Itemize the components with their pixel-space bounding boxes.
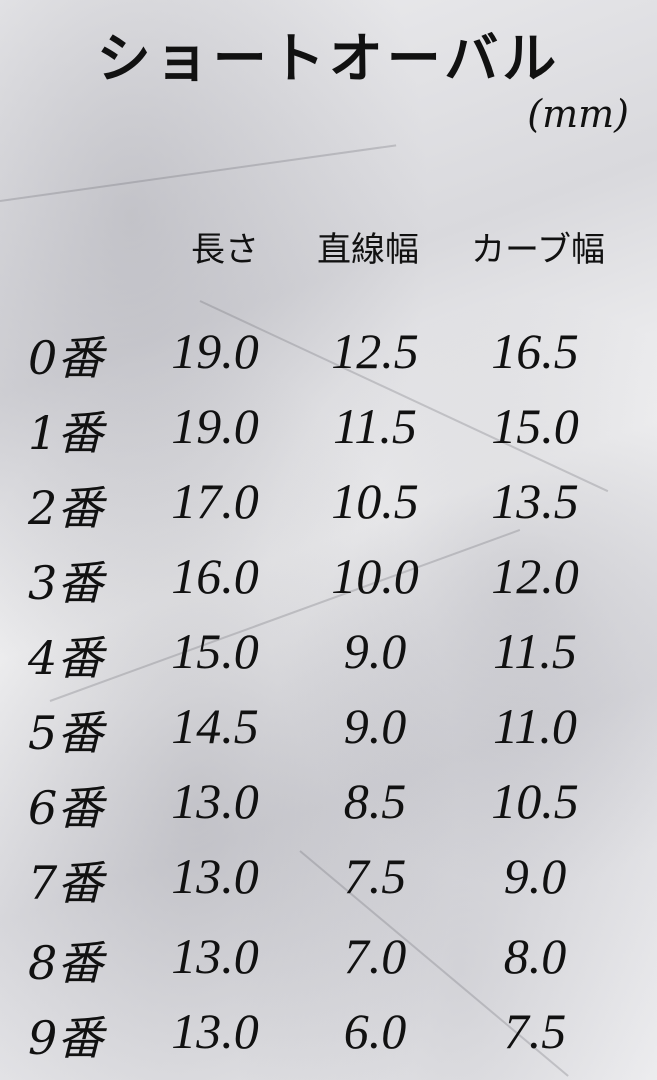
- straight-width-value: 7.0: [343, 928, 407, 984]
- header-straight-width: 直線幅: [317, 230, 419, 270]
- curve-width-value: 8.0: [503, 928, 567, 984]
- straight-width-value: 10.5: [331, 473, 419, 529]
- straight-width-value: 7.5: [343, 848, 407, 904]
- table-row: 7番 13.0 7.5 9.0: [0, 847, 657, 922]
- curve-width-value: 10.5: [491, 773, 579, 829]
- length-value: 19.0: [171, 398, 259, 454]
- size-label: 4番: [28, 631, 104, 685]
- table-row: 5番 14.5 9.0 11.0: [0, 697, 657, 772]
- marble-vein: [0, 144, 397, 202]
- table-row: 3番 16.0 10.0 12.0: [0, 547, 657, 622]
- size-label: 2番: [28, 481, 104, 535]
- straight-width-value: 12.5: [331, 323, 419, 379]
- table-row: 6番 13.0 8.5 10.5: [0, 772, 657, 847]
- straight-width-value: 9.0: [343, 698, 407, 754]
- straight-width-value: 9.0: [343, 623, 407, 679]
- length-value: 17.0: [171, 473, 259, 529]
- table-row: 0番 19.0 12.5 16.5: [0, 322, 657, 397]
- straight-width-value: 10.0: [331, 548, 419, 604]
- length-value: 13.0: [171, 928, 259, 984]
- unit-label: (mm): [527, 92, 629, 136]
- curve-width-value: 11.0: [493, 698, 577, 754]
- curve-width-value: 15.0: [491, 398, 579, 454]
- table-row: 2番 17.0 10.5 13.5: [0, 472, 657, 547]
- table-row: 1番 19.0 11.5 15.0: [0, 397, 657, 472]
- length-value: 14.5: [171, 698, 259, 754]
- header-length: 長さ: [191, 230, 259, 270]
- size-label: 8番: [28, 936, 104, 990]
- size-label: 9番: [28, 1011, 104, 1065]
- length-value: 15.0: [171, 623, 259, 679]
- size-label: 0番: [28, 331, 104, 385]
- table-row: 4番 15.0 9.0 11.5: [0, 622, 657, 697]
- curve-width-value: 16.5: [491, 323, 579, 379]
- length-value: 13.0: [171, 1003, 259, 1059]
- curve-width-value: 12.0: [491, 548, 579, 604]
- length-value: 19.0: [171, 323, 259, 379]
- table-row: 9番 13.0 6.0 7.5: [0, 1002, 657, 1077]
- table-row: 8番 13.0 7.0 8.0: [0, 927, 657, 1002]
- curve-width-value: 9.0: [503, 848, 567, 904]
- length-value: 16.0: [171, 548, 259, 604]
- length-value: 13.0: [171, 848, 259, 904]
- size-label: 6番: [28, 781, 104, 835]
- size-label: 5番: [28, 706, 104, 760]
- page-title: ショートオーバル: [96, 27, 561, 90]
- straight-width-value: 6.0: [343, 1003, 407, 1059]
- header-curve-width: カーブ幅: [471, 230, 605, 270]
- size-label: 3番: [28, 556, 104, 610]
- curve-width-value: 13.5: [491, 473, 579, 529]
- straight-width-value: 11.5: [333, 398, 417, 454]
- straight-width-value: 8.5: [343, 773, 407, 829]
- curve-width-value: 11.5: [493, 623, 577, 679]
- size-label: 1番: [28, 406, 104, 460]
- size-label: 7番: [28, 856, 104, 910]
- length-value: 13.0: [171, 773, 259, 829]
- curve-width-value: 7.5: [503, 1003, 567, 1059]
